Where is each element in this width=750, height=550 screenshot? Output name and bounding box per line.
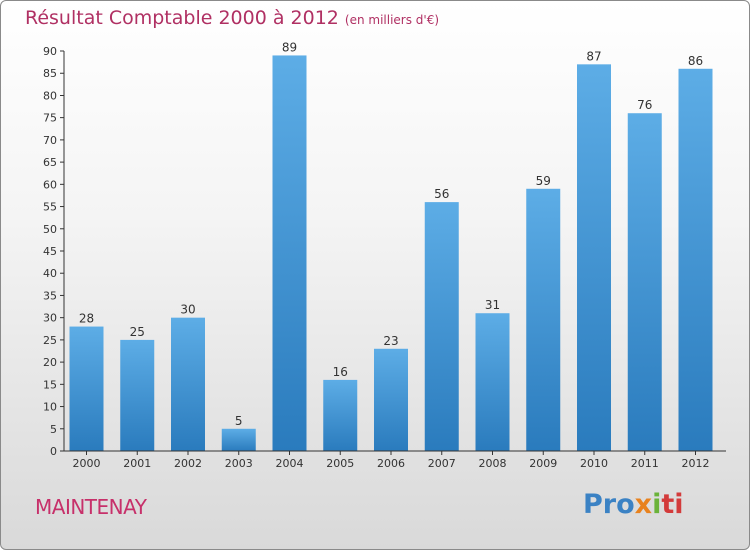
y-tick-label: 65 xyxy=(43,156,57,169)
bar-2010 xyxy=(577,64,611,452)
logo-part-i: i xyxy=(652,489,662,520)
y-tick-label: 40 xyxy=(43,267,57,280)
bar-2011 xyxy=(627,113,662,451)
y-tick-label: 10 xyxy=(43,401,57,414)
bar-2012 xyxy=(678,68,713,452)
x-tick-label: 2003 xyxy=(225,457,253,470)
y-tick-label: 90 xyxy=(43,45,57,58)
bar-2003 xyxy=(221,428,256,451)
x-tick-label: 2008 xyxy=(479,457,507,470)
y-tick-label: 80 xyxy=(43,89,57,102)
y-tick-label: 30 xyxy=(43,312,57,325)
axes-group: 2000 2001 2002 2003 2004 2005 2006 2007 2008 2009… xyxy=(43,45,726,470)
bar-2008 xyxy=(475,313,510,451)
y-tick-label: 0 xyxy=(50,445,57,458)
x-tick-label: 2004 xyxy=(276,457,304,470)
bar-2002 xyxy=(171,317,205,451)
y-tick-label: 35 xyxy=(43,289,57,302)
bar-value-label: 59 xyxy=(536,174,551,188)
bar-value-label: 56 xyxy=(434,187,449,201)
proxiti-logo[interactable]: Proxiti xyxy=(583,489,684,520)
x-tick-label: 2009 xyxy=(529,457,557,470)
y-tick-label: 70 xyxy=(43,134,57,147)
y-tick-label: 85 xyxy=(43,67,57,80)
bar-2004 xyxy=(272,55,307,451)
bar-value-label: 30 xyxy=(180,303,195,317)
x-tick-label: 2007 xyxy=(428,457,456,470)
bar-2000 xyxy=(69,326,104,451)
bar-2009 xyxy=(526,188,561,451)
bar-value-label: 25 xyxy=(130,325,145,339)
y-tick-label: 75 xyxy=(43,112,57,125)
y-tick-label: 60 xyxy=(43,178,57,191)
x-tick-label: 2012 xyxy=(682,457,710,470)
bar-value-label: 87 xyxy=(586,49,601,63)
bar-value-label: 16 xyxy=(333,365,348,379)
x-tick-label: 2000 xyxy=(73,457,101,470)
x-tick-label: 2006 xyxy=(377,457,405,470)
chart-title-text: Résultat Comptable 2000 à 2012 xyxy=(25,7,339,29)
bar-value-label: 89 xyxy=(282,40,297,54)
bar-2007 xyxy=(424,202,459,451)
town-name: MAINTENAY xyxy=(35,495,147,519)
bar-2005 xyxy=(323,379,358,451)
bar-value-label: 86 xyxy=(688,54,703,68)
chart-subtitle: (en milliers d'€) xyxy=(344,13,440,27)
logo-part-pro: Pro xyxy=(583,489,635,520)
y-tick-label: 45 xyxy=(43,245,57,258)
bar-value-label: 5 xyxy=(235,414,243,428)
logo-part-ti: ti xyxy=(661,489,684,520)
x-tick-label: 2010 xyxy=(580,457,608,470)
bar-2001 xyxy=(120,339,155,451)
bar-value-label: 23 xyxy=(383,334,398,348)
bar-2006 xyxy=(374,348,408,451)
x-tick-label: 2001 xyxy=(123,457,151,470)
logo-part-x: x xyxy=(634,489,653,520)
chart-title: Résultat Comptable 2000 à 2012 (en millie… xyxy=(25,7,439,29)
y-tick-label: 25 xyxy=(43,334,57,347)
y-tick-label: 55 xyxy=(43,201,57,214)
y-tick-label: 15 xyxy=(43,378,57,391)
x-tick-label: 2005 xyxy=(326,457,354,470)
bar-value-label: 76 xyxy=(637,98,652,112)
bar-value-label: 28 xyxy=(79,312,94,326)
bar-value-label: 31 xyxy=(485,298,500,312)
y-tick-label: 5 xyxy=(50,423,57,436)
x-tick-label: 2011 xyxy=(631,457,659,470)
bars-group: 28 25 30 5 89 16 23 56 31 59 87 76 86 xyxy=(69,40,713,452)
x-tick-label: 2002 xyxy=(174,457,202,470)
y-tick-label: 20 xyxy=(43,356,57,369)
y-tick-label: 50 xyxy=(43,223,57,236)
